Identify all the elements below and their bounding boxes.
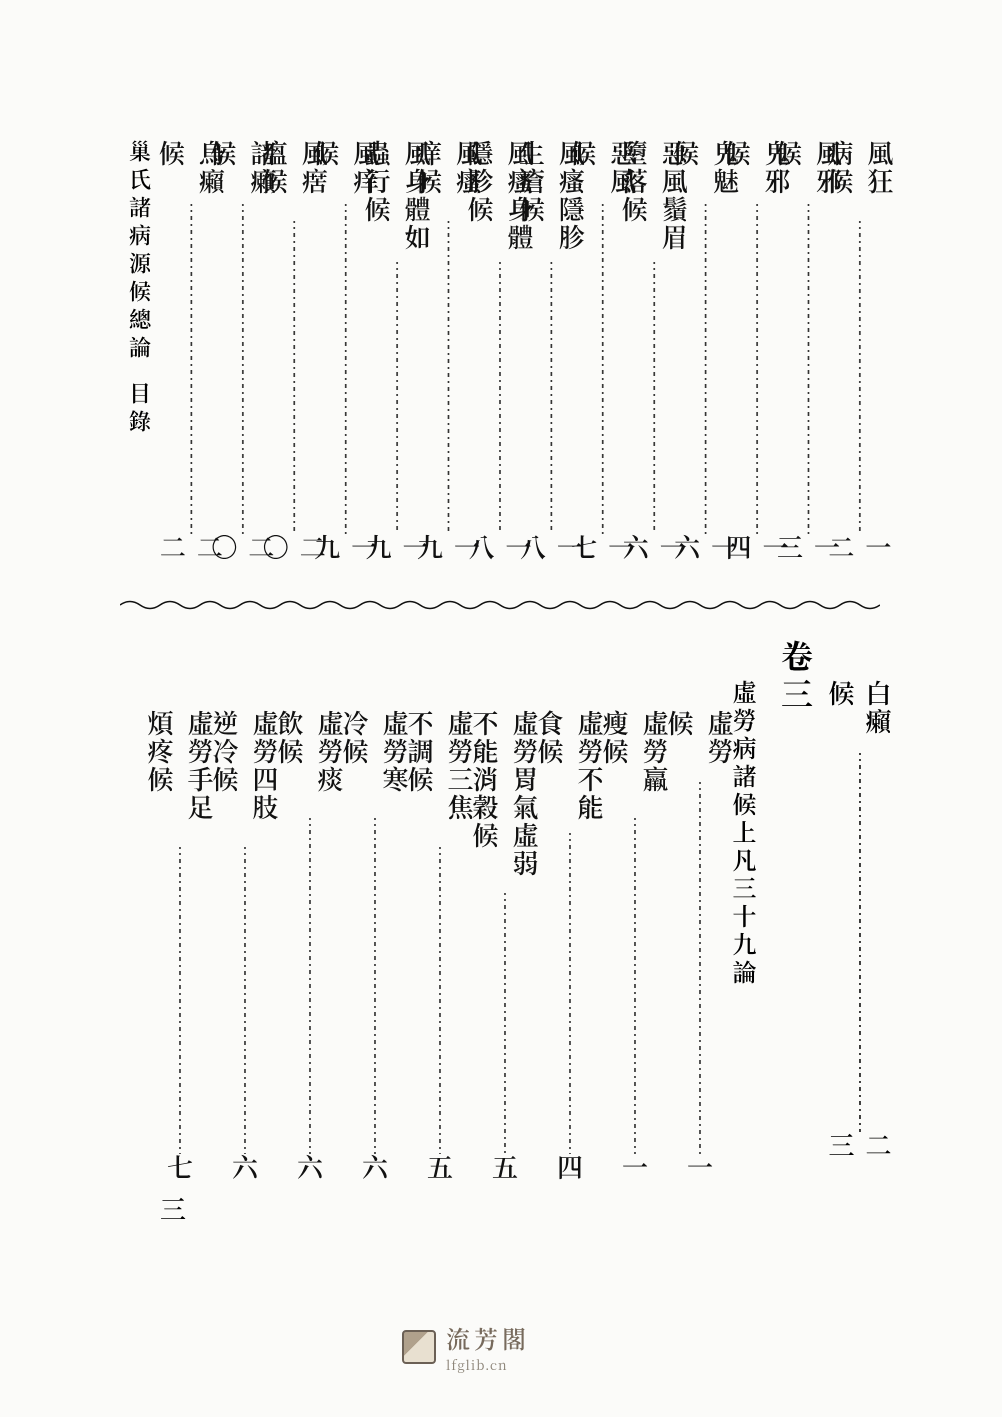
toc-entry: 虛勞候 ︙︙︙︙︙︙︙︙︙︙︙︙︙︙︙︙︙︙︙︙︙︙︙︙︙︙︙︙︙︙︙︙ 一: [680, 710, 720, 1200]
entry-title: 白癩候: [823, 680, 897, 751]
entry-title: 虛勞候: [660, 710, 740, 780]
toc-entry: 鬼邪候 ︙︙︙︙︙︙︙︙︙︙︙︙︙︙︙︙︙︙︙︙︙︙︙︙︙︙︙︙︙︙︙︙ 一四: [737, 140, 777, 580]
leader-dots: ︙︙︙︙︙︙︙︙︙︙︙︙︙︙︙︙︙︙︙︙︙︙︙︙︙︙︙︙︙︙︙︙: [333, 202, 359, 534]
toc-entry: 風狂病候 ︙︙︙︙︙︙︙︙︙︙︙︙︙︙︙︙︙︙︙︙︙︙︙︙︙︙︙︙︙︙︙︙ 一二: [840, 140, 880, 580]
entry-page: 五: [487, 1154, 524, 1200]
entry-page: 一: [617, 1154, 654, 1200]
running-sub: 目錄: [125, 382, 156, 438]
leader-dots: ︙︙︙︙︙︙︙︙︙︙︙︙︙︙︙︙︙︙︙︙︙︙︙︙︙︙︙︙︙︙︙︙: [538, 260, 564, 534]
library-stamp: 流芳閣 lfglib.cn: [402, 1320, 530, 1374]
leader-dots: ︙︙︙︙︙︙︙︙︙︙︙︙︙︙︙︙︙︙︙︙︙︙︙︙︙︙︙︙︙︙︙︙: [557, 831, 583, 1154]
leader-dots: ︙︙︙︙︙︙︙︙︙︙︙︙︙︙︙︙︙︙︙︙︙︙︙︙︙︙︙︙︙︙︙︙: [297, 816, 323, 1154]
leader-dots: ︙︙︙︙︙︙︙︙︙︙︙︙︙︙︙︙︙︙︙︙︙︙︙︙︙︙︙︙︙︙︙︙: [795, 202, 821, 534]
stamp-text: 流芳閣 lfglib.cn: [446, 1320, 530, 1374]
toc-entry: 白癩候 ︙︙︙︙︙︙︙︙︙︙︙︙︙︙︙︙︙︙︙︙︙︙︙︙︙︙︙︙︙︙︙︙ 二三: [840, 680, 880, 1180]
document-page: 風狂病候 ︙︙︙︙︙︙︙︙︙︙︙︙︙︙︙︙︙︙︙︙︙︙︙︙︙︙︙︙︙︙︙︙ 一二…: [0, 0, 1002, 1417]
leader-dots: ︙︙︙︙︙︙︙︙︙︙︙︙︙︙︙︙︙︙︙︙︙︙︙︙︙︙︙︙︙︙︙︙: [641, 260, 667, 534]
leader-dots: ︙︙︙︙︙︙︙︙︙︙︙︙︙︙︙︙︙︙︙︙︙︙︙︙︙︙︙︙︙︙︙︙: [167, 845, 193, 1154]
leader-dots: ︙︙︙︙︙︙︙︙︙︙︙︙︙︙︙︙︙︙︙︙︙︙︙︙︙︙︙︙︙︙︙︙: [687, 780, 713, 1154]
leader-dots: ︙︙︙︙︙︙︙︙︙︙︙︙︙︙︙︙︙︙︙︙︙︙︙︙︙︙︙︙︙︙︙︙: [847, 219, 873, 534]
toc-entry: 虛勞羸瘦候 ︙︙︙︙︙︙︙︙︙︙︙︙︙︙︙︙︙︙︙︙︙︙︙︙︙︙︙︙︙︙︙︙ 一: [615, 710, 655, 1200]
toc-entry: 虛勞痰飲候 ︙︙︙︙︙︙︙︙︙︙︙︙︙︙︙︙︙︙︙︙︙︙︙︙︙︙︙︙︙︙︙︙ 六: [290, 710, 330, 1200]
entry-page: 六: [292, 1154, 329, 1200]
toc-entry: 虛勞不能食候 ︙︙︙︙︙︙︙︙︙︙︙︙︙︙︙︙︙︙︙︙︙︙︙︙︙︙︙︙︙︙︙︙ …: [550, 710, 590, 1200]
toc-entry: 虛勞三焦不調候 ︙︙︙︙︙︙︙︙︙︙︙︙︙︙︙︙︙︙︙︙︙︙︙︙︙︙︙︙︙︙︙︙…: [420, 710, 460, 1200]
volume-heading: 卷三: [774, 640, 820, 716]
entry-page: 六: [357, 1154, 394, 1200]
leader-dots: ︙︙︙︙︙︙︙︙︙︙︙︙︙︙︙︙︙︙︙︙︙︙︙︙︙︙︙︙︙︙︙︙: [492, 891, 518, 1154]
entry-page: 一: [682, 1154, 719, 1200]
entry-page: 一二: [823, 534, 897, 580]
entry-page: 二三: [823, 1132, 897, 1180]
leader-dots: ︙︙︙︙︙︙︙︙︙︙︙︙︙︙︙︙︙︙︙︙︙︙︙︙︙︙︙︙︙︙︙︙: [487, 260, 513, 534]
leader-dots: ︙︙︙︙︙︙︙︙︙︙︙︙︙︙︙︙︙︙︙︙︙︙︙︙︙︙︙︙︙︙︙︙: [622, 816, 648, 1154]
toc-entry: 烏癩候 ︙︙︙︙︙︙︙︙︙︙︙︙︙︙︙︙︙︙︙︙︙︙︙︙︙︙︙︙︙︙︙︙ 二二: [171, 140, 211, 580]
leader-dots: ︙︙︙︙︙︙︙︙︙︙︙︙︙︙︙︙︙︙︙︙︙︙︙︙︙︙︙︙︙︙︙︙: [178, 202, 204, 534]
upper-columns: 風狂病候 ︙︙︙︙︙︙︙︙︙︙︙︙︙︙︙︙︙︙︙︙︙︙︙︙︙︙︙︙︙︙︙︙ 一二…: [120, 140, 880, 580]
leader-dots: ︙︙︙︙︙︙︙︙︙︙︙︙︙︙︙︙︙︙︙︙︙︙︙︙︙︙︙︙︙︙︙︙: [436, 219, 462, 534]
toc-entry: 鬼魅候 ︙︙︙︙︙︙︙︙︙︙︙︙︙︙︙︙︙︙︙︙︙︙︙︙︙︙︙︙︙︙︙︙ 一六: [686, 140, 726, 580]
leader-dots: ︙︙︙︙︙︙︙︙︙︙︙︙︙︙︙︙︙︙︙︙︙︙︙︙︙︙︙︙︙︙︙︙: [384, 260, 410, 534]
running-header-column: 巢氏諸病源候總論 目錄: [120, 140, 160, 580]
leader-dots: ︙︙︙︙︙︙︙︙︙︙︙︙︙︙︙︙︙︙︙︙︙︙︙︙︙︙︙︙︙︙︙︙: [427, 845, 453, 1154]
toc-entry: 風瘔瘟候 ︙︙︙︙︙︙︙︙︙︙︙︙︙︙︙︙︙︙︙︙︙︙︙︙︙︙︙︙︙︙︙︙ 二〇: [274, 140, 314, 580]
stamp-cn: 流芳閣: [446, 1320, 530, 1355]
toc-entry: 虛勞手足煩疼候 ︙︙︙︙︙︙︙︙︙︙︙︙︙︙︙︙︙︙︙︙︙︙︙︙︙︙︙︙︙︙︙︙…: [160, 710, 200, 1200]
leader-dots: ︙︙︙︙︙︙︙︙︙︙︙︙︙︙︙︙︙︙︙︙︙︙︙︙︙︙︙︙︙︙︙︙: [590, 202, 616, 534]
leader-dots: ︙︙︙︙︙︙︙︙︙︙︙︙︙︙︙︙︙︙︙︙︙︙︙︙︙︙︙︙︙︙︙︙: [744, 202, 770, 534]
entry-page: 六: [227, 1154, 264, 1200]
book-icon: [402, 1330, 436, 1364]
leader-dots: ︙︙︙︙︙︙︙︙︙︙︙︙︙︙︙︙︙︙︙︙︙︙︙︙︙︙︙︙︙︙︙︙: [230, 202, 256, 534]
toc-entry: 風瘙隱胗生瘡候 ︙︙︙︙︙︙︙︙︙︙︙︙︙︙︙︙︙︙︙︙︙︙︙︙︙︙︙︙︙︙︙︙…: [531, 140, 571, 580]
entry-page: 四: [552, 1154, 589, 1200]
stamp-en: lfglib.cn: [446, 1355, 530, 1374]
entry-page: 五: [422, 1154, 459, 1200]
toc-entry: 虛勞胃氣虛弱不能消穀候 ︙︙︙︙︙︙︙︙︙︙︙︙︙︙︙︙︙︙︙︙︙︙︙︙︙︙︙︙…: [485, 710, 525, 1200]
toc-entry: 虛勞四肢逆冷候 ︙︙︙︙︙︙︙︙︙︙︙︙︙︙︙︙︙︙︙︙︙︙︙︙︙︙︙︙︙︙︙︙…: [225, 710, 265, 1200]
lower-block: 白癩候 ︙︙︙︙︙︙︙︙︙︙︙︙︙︙︙︙︙︙︙︙︙︙︙︙︙︙︙︙︙︙︙︙ 二三 …: [120, 630, 880, 1210]
wavy-separator: [120, 598, 880, 612]
leader-dots: ︙︙︙︙︙︙︙︙︙︙︙︙︙︙︙︙︙︙︙︙︙︙︙︙︙︙︙︙︙︙︙︙: [281, 219, 307, 534]
leader-dots: ︙︙︙︙︙︙︙︙︙︙︙︙︙︙︙︙︙︙︙︙︙︙︙︙︙︙︙︙︙︙︙︙: [232, 845, 258, 1154]
leader-dots: ︙︙︙︙︙︙︙︙︙︙︙︙︙︙︙︙︙︙︙︙︙︙︙︙︙︙︙︙︙︙︙︙: [847, 751, 873, 1132]
lower-columns: 虛勞候 ︙︙︙︙︙︙︙︙︙︙︙︙︙︙︙︙︙︙︙︙︙︙︙︙︙︙︙︙︙︙︙︙ 一 虛…: [160, 710, 720, 1210]
entry-title: 風狂病候: [820, 140, 900, 219]
folio-number: 三: [160, 1190, 186, 1227]
toc-entry: 虛勞寒冷候 ︙︙︙︙︙︙︙︙︙︙︙︙︙︙︙︙︙︙︙︙︙︙︙︙︙︙︙︙︙︙︙︙ 六: [355, 710, 395, 1200]
toc-entry: 惡風鬚眉墮落候 ︙︙︙︙︙︙︙︙︙︙︙︙︙︙︙︙︙︙︙︙︙︙︙︙︙︙︙︙︙︙︙︙…: [634, 140, 674, 580]
leader-dots: ︙︙︙︙︙︙︙︙︙︙︙︙︙︙︙︙︙︙︙︙︙︙︙︙︙︙︙︙︙︙︙︙: [362, 816, 388, 1154]
leader-dots: ︙︙︙︙︙︙︙︙︙︙︙︙︙︙︙︙︙︙︙︙︙︙︙︙︙︙︙︙︙︙︙︙: [693, 202, 719, 534]
